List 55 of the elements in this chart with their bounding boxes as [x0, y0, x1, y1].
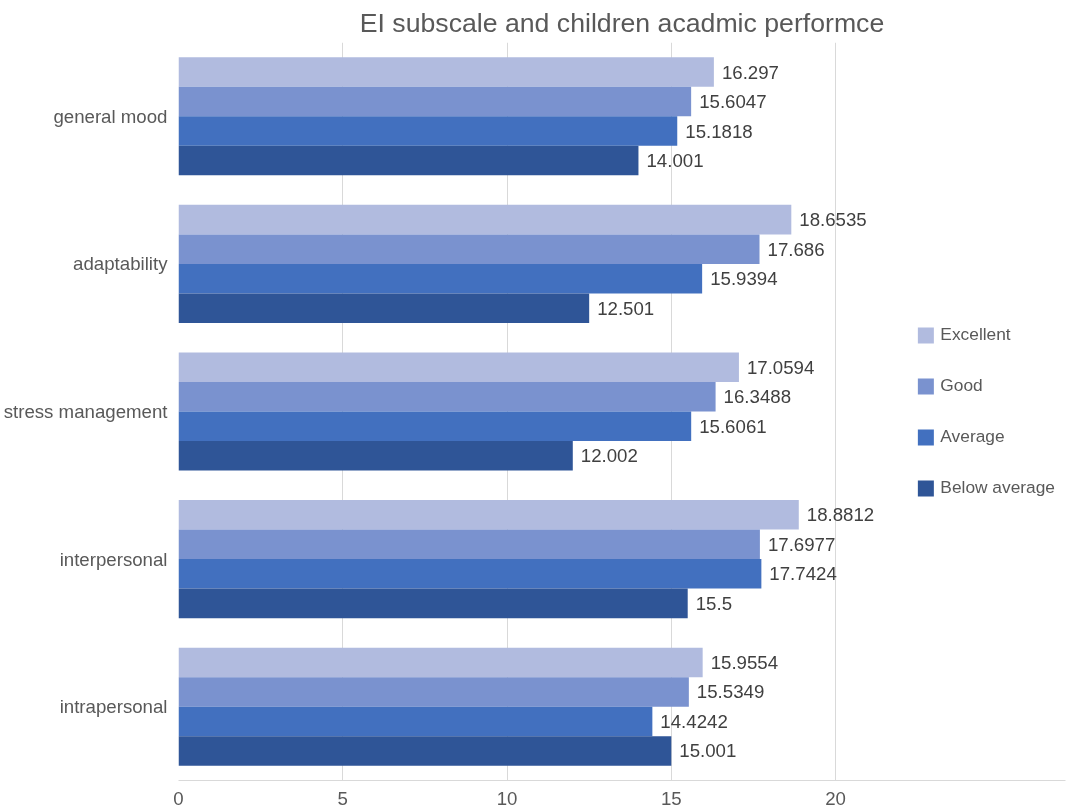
bar	[178, 145, 639, 176]
bar	[178, 381, 716, 412]
data-label: 12.501	[597, 297, 655, 319]
data-label: 16.297	[721, 61, 779, 83]
legend-label: Good	[940, 375, 983, 396]
bar	[178, 57, 714, 87]
data-label: 15.5	[695, 592, 733, 614]
data-label: 14.001	[646, 150, 704, 172]
bar	[178, 677, 689, 707]
bar	[178, 529, 760, 560]
legend-label: Below average	[940, 477, 1055, 498]
data-label: 12.002	[580, 445, 638, 467]
bar	[178, 588, 688, 619]
data-label: 15.1818	[685, 120, 753, 142]
x-tick-label: 0	[173, 787, 184, 807]
data-label: 15.5349	[696, 681, 765, 703]
y-tick-label: intrapersonal	[59, 696, 168, 718]
legend-label: Excellent	[940, 324, 1011, 345]
bar	[178, 736, 672, 766]
bar	[178, 706, 653, 737]
data-label: 15.6047	[699, 91, 767, 113]
legend-label: Average	[940, 426, 1005, 447]
bar	[178, 647, 703, 678]
data-label: 17.0594	[746, 356, 815, 378]
bar	[178, 86, 692, 117]
y-tick-label: stress management	[3, 401, 169, 422]
data-label: 17.686	[767, 238, 825, 260]
bar	[178, 204, 792, 235]
data-label: 16.3488	[723, 386, 792, 408]
data-label: 17.7424	[769, 563, 837, 585]
bar	[178, 234, 760, 264]
data-label: 18.6535	[799, 209, 867, 231]
data-label: 17.6977	[767, 533, 836, 555]
data-label: 14.4242	[660, 710, 728, 732]
y-tick-label: interpersonal	[59, 548, 168, 570]
bar	[178, 352, 739, 382]
y-tick-label: adaptability	[73, 253, 169, 275]
data-label: 15.9394	[710, 268, 778, 290]
chart-title: EI subscale and children acadmic performce	[359, 7, 885, 38]
bar	[178, 441, 573, 471]
bar	[178, 559, 762, 589]
bar	[178, 411, 692, 442]
x-tick-label: 20	[825, 787, 846, 807]
data-label: 15.001	[679, 740, 737, 762]
bar	[178, 500, 799, 530]
x-tick-label: 5	[337, 787, 348, 807]
bar	[178, 116, 678, 146]
data-label: 18.8812	[806, 504, 875, 526]
data-label: 15.9554	[710, 651, 779, 673]
data-label: 15.6061	[699, 415, 767, 437]
x-tick-label: 10	[496, 787, 518, 807]
bar	[178, 293, 590, 323]
x-tick-label: 15	[660, 787, 682, 807]
y-tick-label: general mood	[53, 105, 168, 127]
bar	[178, 263, 703, 294]
